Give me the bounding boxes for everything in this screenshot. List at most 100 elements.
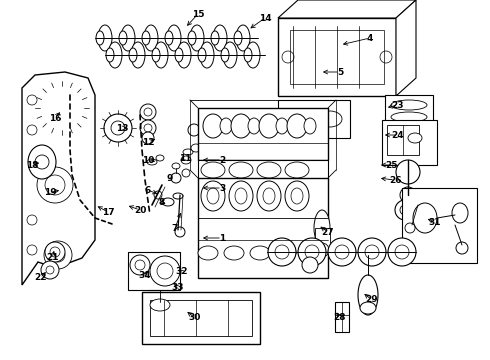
Ellipse shape	[96, 31, 104, 45]
Circle shape	[188, 124, 200, 136]
Circle shape	[150, 256, 180, 286]
Ellipse shape	[413, 203, 437, 233]
Circle shape	[140, 120, 156, 136]
Ellipse shape	[391, 100, 427, 110]
Text: 30: 30	[189, 314, 201, 323]
Text: 21: 21	[46, 253, 58, 262]
Polygon shape	[22, 72, 95, 285]
Bar	[278, 100, 350, 138]
Bar	[385, 95, 433, 137]
Text: 10: 10	[142, 156, 154, 165]
Bar	[402, 188, 477, 263]
Ellipse shape	[224, 246, 244, 260]
Ellipse shape	[167, 25, 181, 51]
Ellipse shape	[165, 31, 173, 45]
Ellipse shape	[106, 48, 114, 62]
Circle shape	[268, 238, 296, 266]
Ellipse shape	[276, 118, 288, 134]
Ellipse shape	[285, 181, 309, 211]
Ellipse shape	[191, 144, 201, 152]
Ellipse shape	[183, 149, 193, 155]
Ellipse shape	[234, 31, 242, 45]
Text: 22: 22	[34, 274, 46, 283]
Text: 13: 13	[116, 123, 128, 132]
Text: 16: 16	[49, 113, 61, 122]
Ellipse shape	[285, 162, 309, 178]
Ellipse shape	[119, 31, 127, 45]
Ellipse shape	[175, 48, 183, 62]
Ellipse shape	[250, 246, 270, 260]
Text: 3: 3	[219, 184, 225, 193]
Text: 27: 27	[322, 228, 334, 237]
Ellipse shape	[144, 25, 158, 51]
Text: 26: 26	[389, 176, 401, 185]
Circle shape	[358, 238, 386, 266]
Text: 17: 17	[102, 207, 114, 216]
Ellipse shape	[211, 31, 219, 45]
Ellipse shape	[221, 48, 229, 62]
Circle shape	[388, 238, 416, 266]
Circle shape	[395, 200, 415, 220]
Bar	[128, 252, 180, 290]
Circle shape	[171, 173, 181, 183]
Ellipse shape	[391, 124, 427, 134]
Text: 28: 28	[334, 314, 346, 323]
Ellipse shape	[360, 302, 376, 314]
Text: 12: 12	[142, 138, 154, 147]
Bar	[198, 178, 328, 278]
Circle shape	[396, 160, 420, 184]
Ellipse shape	[188, 31, 196, 45]
Ellipse shape	[28, 145, 56, 179]
Text: 4: 4	[367, 33, 373, 42]
Text: 18: 18	[26, 161, 38, 170]
Ellipse shape	[156, 155, 164, 161]
Text: 33: 33	[172, 284, 184, 292]
Ellipse shape	[201, 162, 225, 178]
Text: 15: 15	[192, 9, 204, 18]
Circle shape	[175, 227, 185, 237]
Text: 8: 8	[159, 198, 165, 207]
Ellipse shape	[220, 118, 232, 134]
Ellipse shape	[198, 246, 218, 260]
Ellipse shape	[229, 162, 253, 178]
Ellipse shape	[190, 25, 204, 51]
Ellipse shape	[391, 112, 427, 122]
Circle shape	[456, 242, 468, 254]
Text: 25: 25	[386, 161, 398, 170]
Ellipse shape	[287, 114, 307, 138]
Circle shape	[154, 191, 162, 199]
Circle shape	[130, 255, 150, 275]
Ellipse shape	[257, 162, 281, 178]
Ellipse shape	[408, 133, 422, 143]
Circle shape	[405, 223, 415, 233]
Ellipse shape	[304, 118, 316, 134]
Circle shape	[37, 167, 73, 203]
Circle shape	[328, 238, 356, 266]
Ellipse shape	[172, 163, 180, 169]
Bar	[142, 292, 260, 344]
Ellipse shape	[131, 42, 145, 68]
Bar	[150, 300, 252, 336]
Ellipse shape	[452, 203, 468, 223]
Ellipse shape	[276, 246, 296, 260]
Ellipse shape	[150, 299, 170, 311]
Ellipse shape	[223, 42, 237, 68]
Text: 6: 6	[145, 185, 151, 194]
Circle shape	[302, 257, 318, 273]
Text: 34: 34	[139, 270, 151, 279]
Ellipse shape	[181, 156, 191, 164]
Ellipse shape	[98, 25, 112, 51]
Text: 11: 11	[179, 153, 191, 162]
Circle shape	[315, 243, 329, 257]
Text: 19: 19	[44, 188, 56, 197]
Ellipse shape	[154, 42, 168, 68]
Text: 31: 31	[429, 217, 441, 226]
Ellipse shape	[246, 42, 260, 68]
Text: 29: 29	[366, 296, 378, 305]
Ellipse shape	[203, 114, 223, 138]
Ellipse shape	[358, 275, 378, 315]
Circle shape	[140, 104, 156, 120]
Ellipse shape	[108, 42, 122, 68]
Text: 2: 2	[219, 156, 225, 165]
Ellipse shape	[162, 198, 174, 206]
